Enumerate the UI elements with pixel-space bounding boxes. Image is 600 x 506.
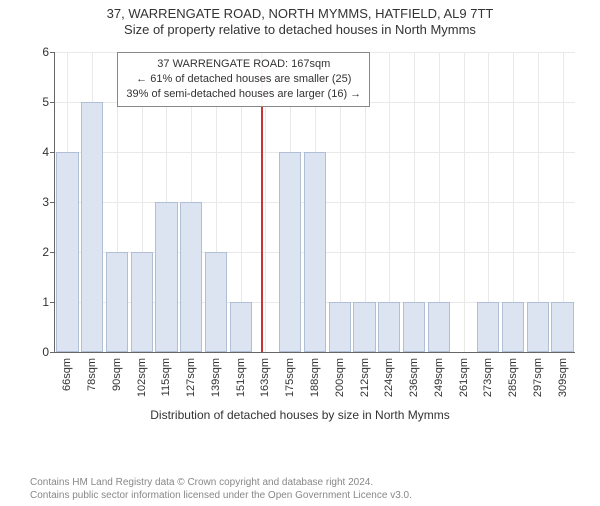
- bar: [279, 152, 301, 352]
- info-box: 37 WARRENGATE ROAD: 167sqm← 61% of detac…: [117, 52, 370, 107]
- xtick-label: 261sqm: [458, 358, 470, 397]
- ytick-mark: [50, 252, 55, 253]
- caption-line2: Contains public sector information licen…: [30, 489, 412, 502]
- chart-title-line2: Size of property relative to detached ho…: [0, 22, 600, 37]
- caption-line1: Contains HM Land Registry data © Crown c…: [30, 476, 412, 489]
- bar: [180, 202, 202, 352]
- xtick-label: 200sqm: [334, 358, 346, 397]
- plot-area: 012345666sqm78sqm90sqm102sqm115sqm127sqm…: [54, 52, 575, 353]
- xtick-label: 139sqm: [210, 358, 222, 397]
- bar: [551, 302, 573, 352]
- bar: [329, 302, 351, 352]
- x-axis-label: Distribution of detached houses by size …: [0, 408, 600, 422]
- xtick-label: 175sqm: [284, 358, 296, 397]
- bar: [527, 302, 549, 352]
- bar: [81, 102, 103, 352]
- ytick-label: 3: [42, 195, 49, 209]
- xtick-label: 163sqm: [259, 358, 271, 397]
- xtick-label: 90sqm: [111, 358, 123, 391]
- bar: [131, 252, 153, 352]
- info-box-line: ← 61% of detached houses are smaller (25…: [126, 72, 361, 87]
- bar: [56, 152, 78, 352]
- xtick-label: 236sqm: [408, 358, 420, 397]
- ytick-mark: [50, 152, 55, 153]
- info-box-line: 39% of semi-detached houses are larger (…: [126, 87, 361, 102]
- ytick-mark: [50, 52, 55, 53]
- xtick-label: 127sqm: [185, 358, 197, 397]
- xtick-label: 66sqm: [61, 358, 73, 391]
- xtick-label: 212sqm: [359, 358, 371, 397]
- bar: [106, 252, 128, 352]
- xtick-label: 285sqm: [507, 358, 519, 397]
- bar: [155, 202, 177, 352]
- gridline-v: [464, 52, 465, 352]
- bar: [230, 302, 252, 352]
- bar: [205, 252, 227, 352]
- ytick-label: 1: [42, 295, 49, 309]
- bar: [353, 302, 375, 352]
- xtick-label: 188sqm: [309, 358, 321, 397]
- ytick-mark: [50, 302, 55, 303]
- bar: [304, 152, 326, 352]
- xtick-label: 224sqm: [383, 358, 395, 397]
- xtick-label: 115sqm: [160, 358, 172, 396]
- ytick-mark: [50, 352, 55, 353]
- bar: [477, 302, 499, 352]
- xtick-label: 309sqm: [557, 358, 569, 397]
- xtick-label: 297sqm: [532, 358, 544, 397]
- xtick-label: 249sqm: [433, 358, 445, 397]
- xtick-label: 102sqm: [136, 358, 148, 397]
- ytick-mark: [50, 102, 55, 103]
- xtick-label: 273sqm: [482, 358, 494, 397]
- bar: [502, 302, 524, 352]
- bar: [378, 302, 400, 352]
- xtick-label: 78sqm: [86, 358, 98, 391]
- ytick-label: 6: [42, 45, 49, 59]
- bar: [428, 302, 450, 352]
- caption: Contains HM Land Registry data © Crown c…: [30, 476, 412, 502]
- chart-container: Number of detached properties 012345666s…: [0, 44, 600, 424]
- ytick-label: 5: [42, 95, 49, 109]
- ytick-label: 4: [42, 145, 49, 159]
- ytick-label: 2: [42, 245, 49, 259]
- ytick-label: 0: [42, 345, 49, 359]
- xtick-label: 151sqm: [235, 358, 247, 397]
- ytick-mark: [50, 202, 55, 203]
- info-box-line: 37 WARRENGATE ROAD: 167sqm: [126, 57, 361, 72]
- chart-title-line1: 37, WARRENGATE ROAD, NORTH MYMMS, HATFIE…: [0, 6, 600, 21]
- bar: [403, 302, 425, 352]
